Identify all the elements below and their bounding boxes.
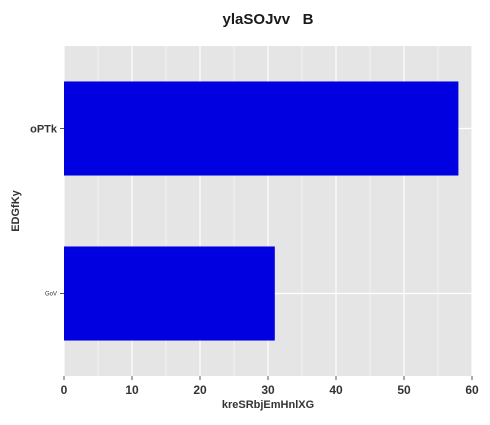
x-tick-label: 60: [465, 383, 479, 397]
x-tick-label: 50: [397, 383, 411, 397]
x-axis-ticks: 0 10 20 30 40 50 60: [61, 376, 479, 397]
chart-title: ylaSOJvv B: [223, 11, 314, 28]
x-axis-label: kreSRbjEmHnlXG: [222, 399, 314, 411]
y-axis-ticks: oPTk GoV: [30, 123, 64, 298]
x-tick-label: 20: [193, 383, 207, 397]
x-tick-label: 0: [61, 383, 68, 397]
y-axis-label: EDGfKy: [10, 189, 22, 231]
x-tick-label: 40: [329, 383, 343, 397]
x-tick-label: 30: [261, 383, 275, 397]
y-tick-label: oPTk: [30, 123, 58, 135]
bar-GoV: [64, 246, 275, 341]
y-tick-label: GoV: [45, 292, 57, 298]
bar-layer: [64, 81, 459, 341]
x-tick-label: 10: [125, 383, 139, 397]
bar-oPTk: [64, 81, 459, 176]
